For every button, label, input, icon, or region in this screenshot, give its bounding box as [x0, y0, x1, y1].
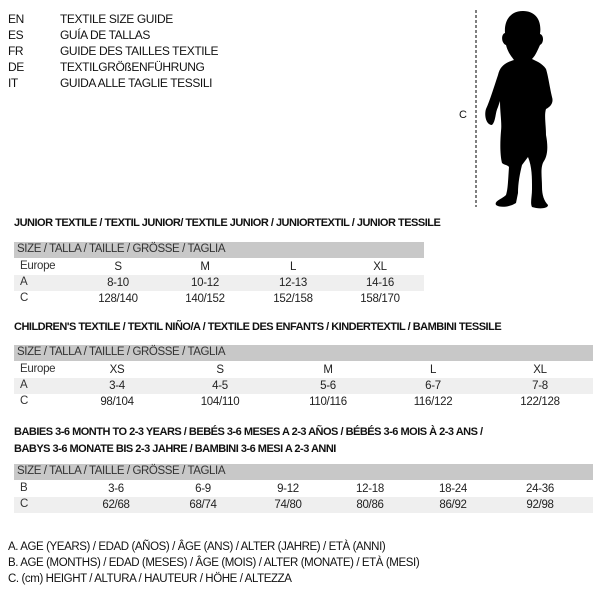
table-cell: 12-18 — [356, 483, 384, 495]
table-cell: L — [429, 364, 437, 376]
table-cell: S — [216, 364, 224, 376]
header-label: SIZE / TALLA / TAILLE / GRÖSSE / TAGLIA — [17, 243, 226, 255]
table-cell: M — [323, 364, 333, 376]
table-cell: 80/86 — [356, 499, 384, 511]
table-cell: 158/170 — [360, 293, 400, 305]
row-label: C — [20, 498, 29, 510]
table-cell: 8-10 — [107, 277, 129, 289]
table-cell: M — [200, 261, 210, 273]
lang-code: IT — [8, 76, 18, 90]
table-cell: 98/104 — [100, 396, 134, 408]
table-cell: 152/158 — [273, 293, 313, 305]
table-cell: 6-9 — [195, 483, 211, 495]
legend-item: B. AGE (MONTHS) / EDAD (MESES) / ÂGE (MO… — [8, 557, 420, 569]
table-cell: 62/68 — [102, 499, 130, 511]
table-cell: 9-12 — [277, 483, 299, 495]
table-cell: 6-7 — [425, 380, 441, 392]
height-measure-label: C — [459, 109, 467, 121]
table-row: B 3-6 6-9 9-12 12-18 18-24 24-36 — [14, 481, 593, 497]
babies-section-title-line2: BABYS 3-6 MONATE BIS 2-3 JAHRE / BAMBINI… — [14, 443, 336, 455]
table-cell: 122/128 — [520, 396, 560, 408]
lang-title: GUIDA ALLE TAGLIE TESSILI — [60, 76, 213, 90]
table-row: A 8-10 10-12 12-13 14-16 — [14, 275, 424, 291]
table-cell: 10-12 — [191, 277, 219, 289]
table-cell: 7-8 — [532, 380, 548, 392]
table-cell: 14-16 — [366, 277, 394, 289]
table-cell: 128/140 — [98, 293, 138, 305]
row-label: Europe — [20, 260, 56, 272]
table-cell: XS — [109, 364, 125, 376]
table-header: SIZE / TALLA / TAILLE / GRÖSSE / TAGLIA — [14, 345, 593, 361]
table-cell: 116/122 — [413, 396, 453, 408]
table-cell: 92/98 — [526, 499, 554, 511]
legend-item: A. AGE (YEARS) / EDAD (AÑOS) / ÂGE (ANS)… — [8, 541, 386, 553]
table-cell: 110/116 — [309, 396, 347, 408]
lang-title: GUIDE DES TAILLES TEXTILE — [60, 44, 219, 58]
junior-section-title: JUNIOR TEXTILE / TEXTIL JUNIOR/ TEXTILE … — [14, 217, 441, 229]
lang-code: FR — [8, 44, 24, 58]
table-cell: 140/152 — [185, 293, 225, 305]
table-header: SIZE / TALLA / TAILLE / GRÖSSE / TAGLIA — [14, 242, 424, 258]
header-label: SIZE / TALLA / TAILLE / GRÖSSE / TAGLIA — [17, 465, 226, 477]
row-label: A — [20, 379, 28, 391]
lang-title: GUÍA DE TALLAS — [60, 28, 150, 42]
lang-title: TEXTILGRÖßENFÜHRUNG — [60, 60, 205, 74]
table-cell: 104/110 — [200, 396, 240, 408]
child-silhouette-icon — [475, 10, 553, 209]
table-cell: 3-6 — [108, 483, 124, 495]
row-label: A — [20, 276, 28, 288]
lang-code: DE — [8, 60, 24, 74]
row-label: C — [20, 395, 29, 407]
table-cell: 68/74 — [189, 499, 217, 511]
table-cell: 5-6 — [320, 380, 336, 392]
table-header: SIZE / TALLA / TAILLE / GRÖSSE / TAGLIA — [14, 464, 593, 480]
row-label: Europe — [20, 363, 56, 375]
lang-code: EN — [8, 12, 24, 26]
table-cell: 74/80 — [274, 499, 302, 511]
table-row: C 62/68 68/74 74/80 80/86 86/92 92/98 — [14, 497, 593, 513]
row-label: B — [20, 482, 28, 494]
table-row: Europe XS S M L XL — [14, 362, 593, 378]
table-cell: 3-4 — [109, 380, 125, 392]
table-row: Europe S M L XL — [14, 259, 424, 275]
lang-title: TEXTILE SIZE GUIDE — [60, 12, 173, 26]
lang-code: ES — [8, 28, 24, 42]
table-cell: S — [114, 261, 122, 273]
table-row: C 128/140 140/152 152/158 158/170 — [14, 291, 424, 307]
row-label: C — [20, 292, 29, 304]
table-cell: XL — [373, 261, 387, 273]
table-cell: 86/92 — [439, 499, 467, 511]
babies-section-title: BABIES 3-6 MONTH TO 2-3 YEARS / BEBÉS 3-… — [14, 426, 483, 438]
table-cell: 18-24 — [439, 483, 467, 495]
table-cell: 4-5 — [212, 380, 228, 392]
header-label: SIZE / TALLA / TAILLE / GRÖSSE / TAGLIA — [17, 346, 226, 358]
table-cell: L — [289, 261, 297, 273]
children-section-title: CHILDREN'S TEXTILE / TEXTIL NIÑO/A / TEX… — [14, 321, 502, 333]
table-cell: 24-36 — [526, 483, 554, 495]
table-cell: 12-13 — [279, 277, 307, 289]
legend-item: C. (cm) HEIGHT / ALTURA / HAUTEUR / HÖHE… — [8, 573, 292, 585]
table-cell: XL — [533, 364, 547, 376]
table-row: C 98/104 104/110 110/116 116/122 122/128 — [14, 394, 593, 410]
table-row: A 3-4 4-5 5-6 6-7 7-8 — [14, 378, 593, 394]
